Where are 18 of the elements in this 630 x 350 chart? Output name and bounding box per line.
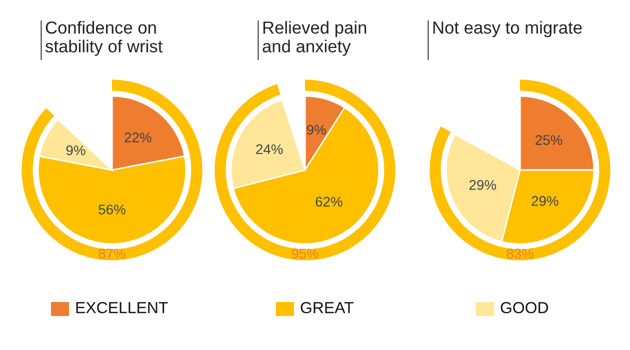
data-label: 25% [536, 135, 562, 145]
data-label: 56% [98, 204, 126, 214]
text: 87% [98, 248, 126, 259]
legend-label: GREAT [300, 302, 354, 314]
data-label: 29% [532, 196, 558, 206]
data-label: 24% [256, 144, 283, 154]
data-label: 22% [124, 132, 152, 142]
data-label: 29% [469, 180, 496, 190]
data-label: 9% [306, 124, 326, 135]
text: 95% [292, 248, 318, 259]
legend-label: GOOD [500, 302, 548, 314]
chart-title: Relieved pain and anxiety [262, 21, 366, 56]
text: 83% [506, 248, 534, 259]
chart-title: Not easy to migrate [433, 21, 582, 38]
legend-label: EXCELLENT [76, 302, 168, 314]
data-label: 9% [66, 145, 86, 156]
data-label: 62% [316, 196, 342, 207]
chart-title: Confidence on stability of wrist [45, 21, 163, 56]
